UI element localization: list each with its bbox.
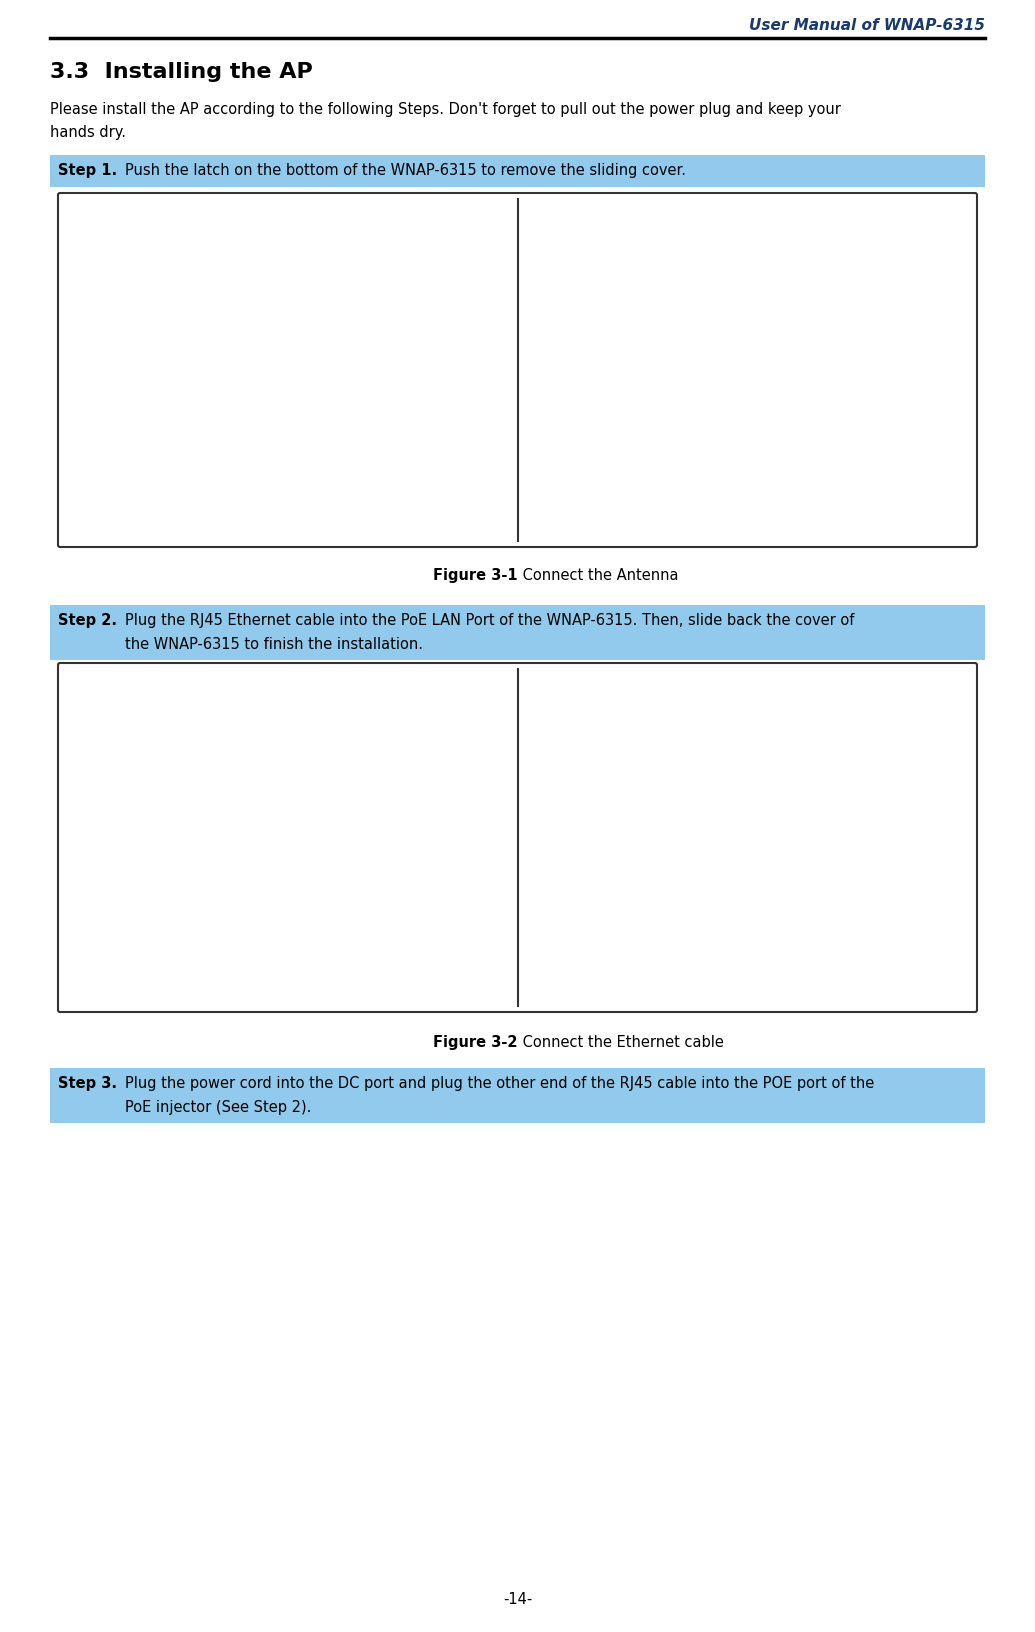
Bar <box>50 155 985 188</box>
Text: hands dry.: hands dry. <box>50 126 126 140</box>
Text: Plug the power cord into the DC port and plug the other end of the RJ45 cable in: Plug the power cord into the DC port and… <box>125 1075 875 1090</box>
Text: Figure 3-1: Figure 3-1 <box>433 568 518 583</box>
Text: Figure 3-2: Figure 3-2 <box>433 1035 518 1049</box>
Text: -14-: -14- <box>503 1593 532 1608</box>
Bar <box>50 605 985 659</box>
Text: Please install the AP according to the following Steps. Don't forget to pull out: Please install the AP according to the f… <box>50 101 840 118</box>
Text: Plug the RJ45 Ethernet cable into the PoE LAN Port of the WNAP-6315. Then, slide: Plug the RJ45 Ethernet cable into the Po… <box>125 614 854 628</box>
FancyBboxPatch shape <box>58 193 977 547</box>
Text: Step 1.: Step 1. <box>58 163 117 178</box>
Text: Step 3.: Step 3. <box>58 1075 117 1090</box>
Bar <box>50 1067 985 1123</box>
Text: Push the latch on the bottom of the WNAP-6315 to remove the sliding cover.: Push the latch on the bottom of the WNAP… <box>125 163 686 178</box>
Text: Connect the Antenna: Connect the Antenna <box>518 568 678 583</box>
Text: 3.3  Installing the AP: 3.3 Installing the AP <box>50 62 313 82</box>
Text: Step 2.: Step 2. <box>58 614 117 628</box>
Text: User Manual of WNAP-6315: User Manual of WNAP-6315 <box>749 18 985 33</box>
Text: Connect the Ethernet cable: Connect the Ethernet cable <box>518 1035 723 1049</box>
Text: the WNAP-6315 to finish the installation.: the WNAP-6315 to finish the installation… <box>125 636 423 653</box>
FancyBboxPatch shape <box>58 663 977 1012</box>
Text: PoE injector (See Step 2).: PoE injector (See Step 2). <box>125 1100 312 1115</box>
